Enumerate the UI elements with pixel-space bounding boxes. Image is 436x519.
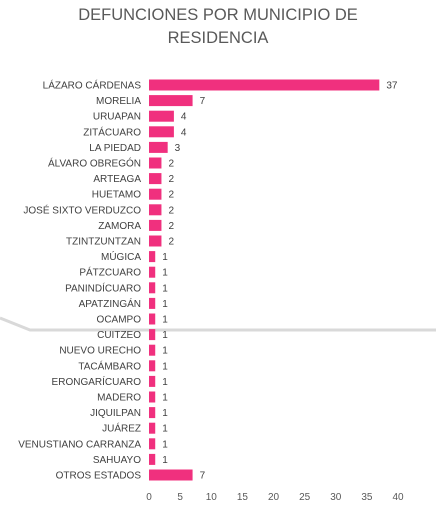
category-label-zitacuaro: ZITÁCUARO	[83, 125, 141, 138]
x-tick-label-35: 35	[361, 492, 373, 503]
chart-title-line-2: RESIDENCIA	[168, 29, 269, 47]
bar-uruapan	[149, 110, 174, 122]
bar-juarez	[149, 422, 156, 434]
bars-layer	[149, 79, 380, 481]
value-label-alvaro-obregon: 2	[168, 159, 174, 170]
bar-sahuayo	[149, 453, 156, 465]
value-label-ocampo: 1	[162, 315, 168, 326]
x-tick-label-10: 10	[206, 492, 218, 503]
value-label-jose-sixto-verduzco: 2	[168, 205, 174, 216]
bar-jiquilpan	[149, 407, 156, 419]
category-label-apatzingan: APATZINGÁN	[79, 297, 141, 310]
category-label-otros-estados: OTROS ESTADOS	[56, 471, 142, 482]
bar-ocampo	[149, 313, 156, 325]
value-label-juarez: 1	[162, 424, 168, 435]
value-label-nuevo-urecho: 1	[162, 346, 168, 357]
chart-title-line-1: DEFUNCIONES POR MUNICIPIO DE	[78, 6, 358, 24]
bar-erongaricuaro	[149, 375, 156, 387]
category-label-uruapan: URUAPAN	[93, 112, 141, 123]
value-label-zamora: 2	[168, 221, 174, 232]
bar-panindicuaro	[149, 282, 156, 294]
category-labels: LÁZARO CÁRDENAS MORELIA URUAPAN ZITÁCUARO LA…	[18, 79, 141, 482]
value-label-venustiano-carranza: 1	[162, 439, 168, 450]
category-label-erongaricuaro: ERONGARÍCUARO	[52, 375, 142, 388]
bar-zitacuaro	[149, 126, 174, 138]
category-label-cuitzeo: CUITZEO	[97, 330, 141, 341]
bar-venustiano-carranza	[149, 438, 156, 450]
bar-arteaga	[149, 173, 162, 185]
value-label-lazaro-cardenas: 37	[386, 81, 398, 92]
bar-zamora	[149, 219, 162, 231]
category-label-lazaro-cardenas: LÁZARO CÁRDENAS	[43, 79, 142, 92]
bar-la-piedad	[149, 141, 168, 153]
category-label-panindicuaro: PANINDÍCUARO	[65, 281, 141, 294]
value-label-uruapan: 4	[181, 112, 187, 123]
bar-cuitzeo	[149, 329, 156, 341]
value-label-panindicuaro: 1	[162, 283, 168, 294]
bar-otros-estados	[149, 469, 193, 481]
x-tick-label-0: 0	[146, 492, 152, 503]
x-tick-label-30: 30	[330, 492, 342, 503]
value-label-morelia: 7	[200, 96, 206, 107]
category-label-la-piedad: LA PIEDAD	[89, 143, 141, 154]
category-label-morelia: MORELIA	[96, 96, 141, 107]
value-label-mugica: 1	[162, 252, 168, 263]
bar-mugica	[149, 251, 156, 263]
category-label-madero: MADERO	[97, 393, 141, 404]
category-label-huetamo: HUETAMO	[92, 190, 141, 201]
value-label-cuitzeo: 1	[162, 330, 168, 341]
category-label-jiquilpan: JIQUILPAN	[90, 408, 141, 419]
value-label-otros-estados: 7	[200, 471, 206, 482]
category-label-tzintzuntzan: TZINTZUNTZAN	[66, 237, 141, 248]
x-tick-label-20: 20	[268, 492, 280, 503]
x-tick-label-25: 25	[299, 492, 311, 503]
value-label-erongaricuaro: 1	[162, 377, 168, 388]
bar-madero	[149, 391, 156, 403]
value-label-la-piedad: 3	[175, 143, 181, 154]
category-label-jose-sixto-verduzco: JOSÉ SIXTO VERDUZCO	[23, 203, 141, 216]
x-tick-label-5: 5	[177, 492, 183, 503]
value-label-apatzingan: 1	[162, 299, 168, 310]
category-label-tacambaro: TACÁMBARO	[78, 359, 141, 372]
bar-tzintzuntzan	[149, 235, 162, 247]
category-label-patzcuaro: PÁTZCUARO	[79, 266, 141, 279]
x-tick-label-40: 40	[392, 492, 404, 503]
value-label-tacambaro: 1	[162, 361, 168, 372]
value-label-zitacuaro: 4	[181, 127, 187, 138]
category-label-arteaga: ARTEAGA	[93, 174, 141, 185]
value-label-patzcuaro: 1	[162, 268, 168, 279]
value-label-huetamo: 2	[168, 190, 174, 201]
value-label-tzintzuntzan: 2	[168, 237, 174, 248]
bar-patzcuaro	[149, 266, 156, 278]
value-label-jiquilpan: 1	[162, 408, 168, 419]
value-label-arteaga: 2	[168, 174, 174, 185]
bar-morelia	[149, 95, 193, 107]
category-label-zamora: ZAMORA	[98, 221, 141, 232]
category-label-sahuayo: SAHUAYO	[93, 455, 141, 466]
category-label-ocampo: OCAMPO	[97, 315, 142, 326]
category-label-venustiano-carranza: VENUSTIANO CARRANZA	[18, 439, 141, 450]
category-label-nuevo-urecho: NUEVO URECHO	[59, 346, 141, 357]
category-label-mugica: MÚGICA	[101, 250, 141, 263]
category-label-alvaro-obregon: ÁLVARO OBREGÓN	[48, 157, 141, 170]
bar-alvaro-obregon	[149, 157, 162, 169]
bar-tacambaro	[149, 360, 156, 372]
bar-nuevo-urecho	[149, 344, 156, 356]
background-line	[0, 316, 436, 332]
x-axis-ticks: 0 5 10 15 20 25 30 35 40	[146, 492, 404, 503]
value-label-sahuayo: 1	[162, 455, 168, 466]
x-tick-label-15: 15	[237, 492, 249, 503]
bar-apatzingan	[149, 297, 156, 309]
bar-jose-sixto-verduzco	[149, 204, 162, 216]
bar-huetamo	[149, 188, 162, 200]
category-label-juarez: JUÁREZ	[102, 422, 141, 435]
value-label-madero: 1	[162, 393, 168, 404]
bar-lazaro-cardenas	[149, 79, 380, 91]
